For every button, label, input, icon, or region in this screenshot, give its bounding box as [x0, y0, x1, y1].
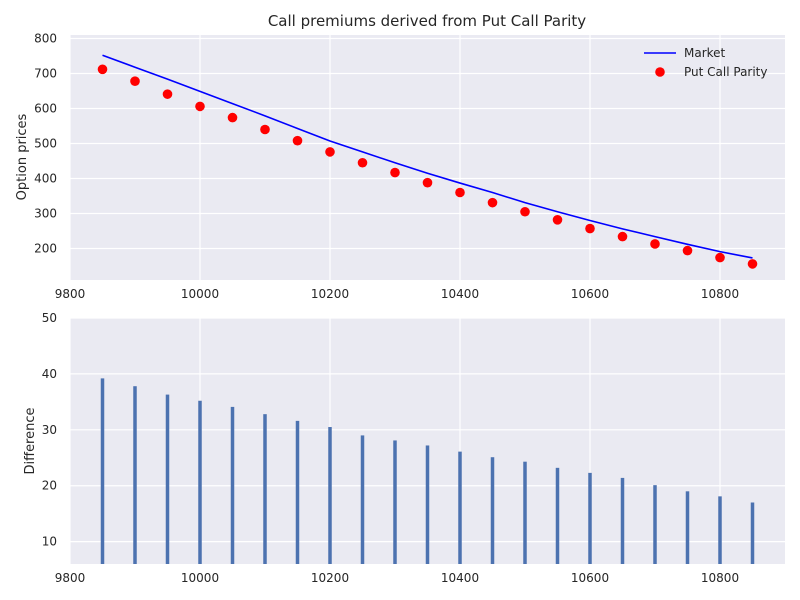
difference-bar: [490, 457, 495, 564]
put-call-parity-point: [650, 239, 660, 249]
difference-bar: [393, 440, 397, 564]
difference-bar: [133, 386, 137, 564]
bottom-chart: 9800 10000 10200 10400 10600 108001020304050 …: [23, 311, 785, 585]
put-call-parity-point: [520, 206, 530, 217]
top-x-tick-label: 9800: [55, 287, 86, 301]
top-y-tick-label: 600: [34, 102, 57, 116]
chart-title: Call premiums derived from Put Call Pari…: [268, 12, 586, 30]
difference-bar: [750, 502, 755, 564]
legend: Market Put Call Parity: [644, 46, 768, 79]
top-x-tick-label: 10600: [571, 287, 609, 301]
top-y-tick-label: 200: [34, 242, 57, 256]
top-x-tick-label: 10800: [701, 287, 739, 301]
difference-bar: [458, 451, 462, 564]
top-x-tick-label: 10200: [311, 287, 349, 301]
put-call-parity-point: [97, 64, 108, 75]
difference-bar: [425, 445, 430, 564]
bottom-x-tick-label: 10200: [311, 571, 349, 585]
top-chart: 9800 10000 10200 10400 10600 10800 200 300 400 50…: [15, 12, 785, 301]
bottom-y-tick-label: 40: [42, 367, 57, 381]
bottom-tick-labels: 9800 10000 10200 10400 10600 10800 10 20 30 40 50: [42, 311, 739, 585]
bottom-y-axis-label: Difference: [23, 407, 38, 474]
bottom-y-tick-label: 10: [42, 535, 57, 549]
put-call-parity-point: [325, 147, 335, 157]
difference-bar: [230, 406, 235, 564]
put-call-parity-point: [552, 215, 563, 225]
put-call-parity-point: [422, 177, 433, 188]
put-call-parity-point: [747, 259, 758, 269]
difference-bar: [198, 400, 202, 564]
difference-bar: [555, 467, 560, 564]
difference-bar: [718, 496, 722, 564]
put-call-parity-point: [162, 89, 173, 99]
put-call-parity-point: [292, 135, 303, 146]
top-x-tick-label: 10400: [441, 287, 479, 301]
difference-bar: [620, 477, 625, 564]
legend-put-call-parity-swatch: [655, 67, 665, 77]
difference-bar: [360, 435, 365, 564]
put-call-parity-point: [130, 76, 140, 86]
put-call-parity-point: [455, 187, 465, 198]
top-y-tick-label: 700: [34, 67, 57, 81]
market-line: [102, 54, 753, 259]
difference-bar: [263, 414, 267, 564]
put-call-parity-point: [682, 245, 693, 256]
bottom-x-tick-label: 10600: [571, 571, 609, 585]
top-y-tick-label: 800: [34, 32, 57, 46]
bottom-x-tick-label: 10800: [701, 571, 739, 585]
put-call-parity-point: [715, 252, 725, 263]
put-call-parity-point: [227, 112, 238, 123]
put-call-parity-point: [487, 197, 498, 208]
difference-bars: [100, 378, 755, 564]
top-y-axis-label: Option prices: [15, 113, 30, 200]
put-call-parity-point: [357, 157, 368, 168]
legend-put-call-parity-label: Put Call Parity: [684, 65, 768, 79]
put-call-parity-point: [260, 124, 270, 135]
difference-bar: [653, 485, 657, 564]
put-call-parity-point: [390, 167, 400, 178]
bottom-y-tick-label: 30: [42, 423, 57, 437]
difference-bar: [588, 472, 592, 564]
top-y-tick-label: 300: [34, 207, 57, 221]
top-x-tick-label: 10000: [181, 287, 219, 301]
top-plot-area: [70, 35, 785, 280]
put-call-parity-point: [585, 223, 595, 234]
top-y-tick-label: 500: [34, 137, 57, 151]
difference-bar: [685, 491, 690, 564]
put-call-parity-point: [195, 101, 205, 112]
bottom-y-tick-label: 20: [42, 479, 57, 493]
legend-market-label: Market: [684, 46, 726, 60]
bottom-x-tick-label: 10400: [441, 571, 479, 585]
bottom-x-tick-label: 10000: [181, 571, 219, 585]
difference-bar: [523, 461, 527, 564]
top-tick-labels: 9800 10000 10200 10400 10600 10800 200 300 400 50…: [34, 32, 739, 302]
bottom-x-tick-label: 9800: [55, 571, 86, 585]
top-y-tick-label: 400: [34, 172, 57, 186]
difference-bar: [295, 420, 300, 564]
put-call-parity-points: [97, 64, 758, 269]
difference-bar: [100, 378, 105, 564]
difference-bar: [165, 394, 170, 564]
bottom-y-tick-label: 50: [42, 311, 57, 325]
put-call-parity-point: [617, 231, 628, 242]
difference-bar: [328, 427, 332, 564]
